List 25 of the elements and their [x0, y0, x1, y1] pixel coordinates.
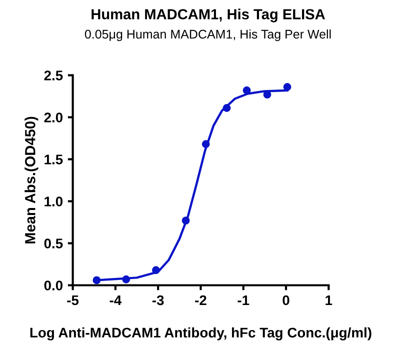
x-tick-label: -3 — [152, 295, 164, 306]
point — [182, 216, 190, 225]
y-tick-label: 0.5 — [44, 238, 63, 248]
point — [242, 86, 251, 94]
chart-subtitle: 0.05μg Human MADCAM1, His Tag Per Well — [84, 29, 331, 42]
point — [283, 83, 292, 91]
x-tick-label: 1 — [326, 295, 332, 306]
y-tick-label: 0.0 — [44, 280, 63, 290]
x-tick-label: -1 — [238, 295, 250, 306]
point — [122, 275, 130, 284]
x-axis-title: Log Anti-MADCAM1 Antibody, hFc Tag Conc.(μg/ml) — [30, 327, 372, 340]
y-tick-label: 2.0 — [44, 112, 63, 122]
point — [202, 140, 210, 148]
x-tick-label: -2 — [195, 295, 206, 306]
x-tick-label: -4 — [110, 295, 122, 306]
chart-title: Human MADCAM1, His Tag ELISA — [92, 8, 325, 22]
point — [152, 266, 160, 274]
y-tick-label: 1.0 — [44, 196, 63, 206]
y-tick-label: 2.5 — [44, 70, 63, 80]
point — [92, 276, 101, 284]
x-tick-label: -5 — [67, 295, 79, 306]
x-tick-label: 0 — [282, 295, 290, 306]
y-axis-title: Mean Abs.(OD450) — [24, 116, 38, 244]
point — [222, 104, 231, 112]
y-tick-label: 1.5 — [44, 154, 63, 164]
